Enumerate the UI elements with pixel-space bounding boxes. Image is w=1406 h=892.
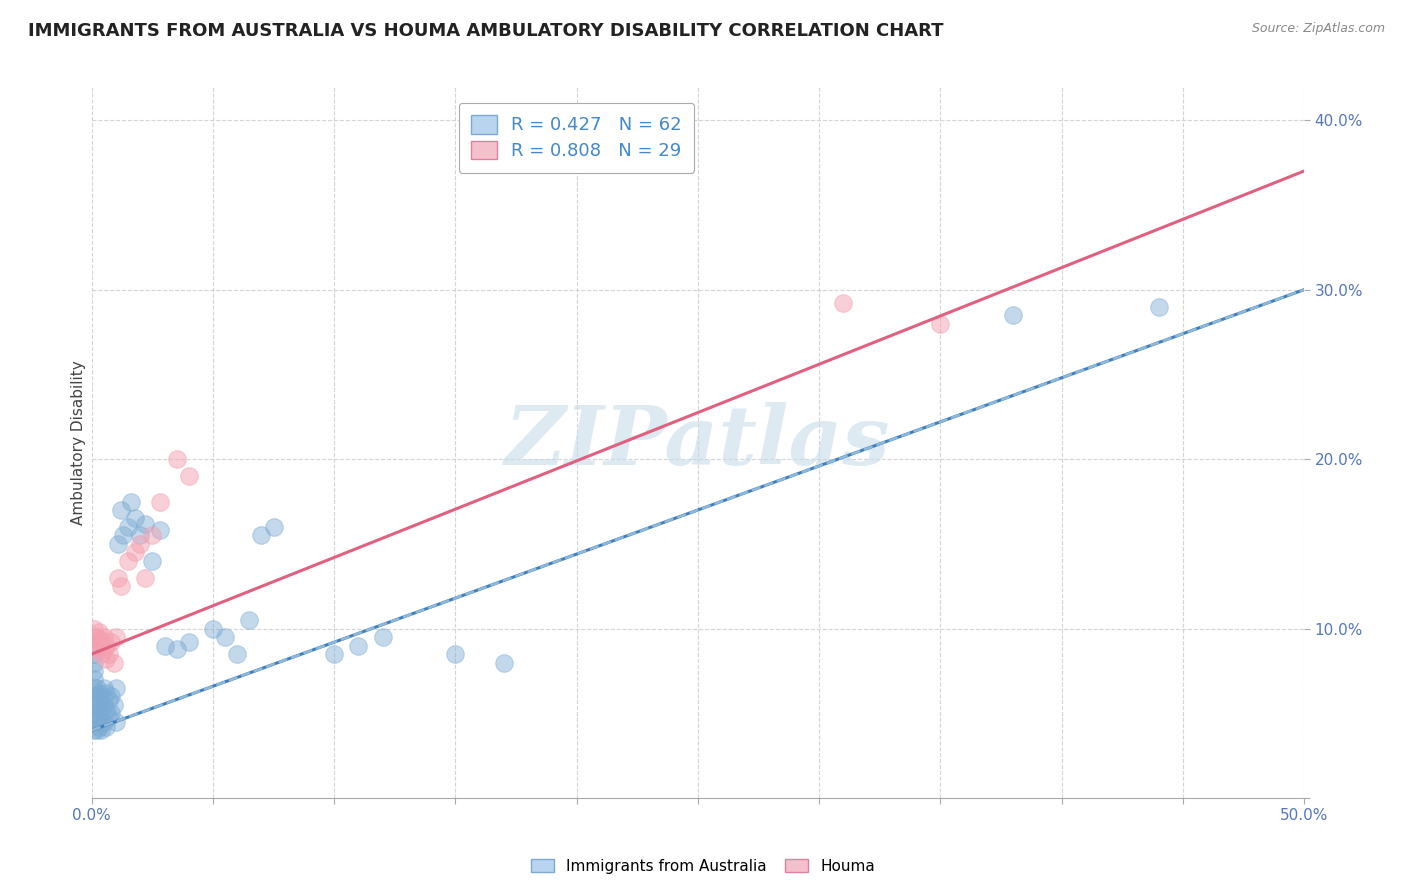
Point — [86, 690, 108, 704]
Point — [105, 681, 128, 695]
Point — [492, 656, 515, 670]
Point — [96, 686, 118, 700]
Point — [107, 537, 129, 551]
Point — [97, 647, 120, 661]
Point — [149, 494, 172, 508]
Point — [103, 698, 125, 712]
Point — [87, 698, 110, 712]
Point — [110, 579, 132, 593]
Point — [112, 528, 135, 542]
Point — [93, 714, 115, 729]
Point — [87, 625, 110, 640]
Point — [1147, 300, 1170, 314]
Point — [110, 503, 132, 517]
Point — [134, 571, 156, 585]
Point — [90, 633, 112, 648]
Point — [83, 723, 105, 738]
Point — [90, 706, 112, 721]
Point — [100, 635, 122, 649]
Point — [1002, 308, 1025, 322]
Point — [100, 690, 122, 704]
Point — [93, 630, 115, 644]
Point — [177, 469, 200, 483]
Point — [100, 706, 122, 721]
Point — [93, 642, 115, 657]
Point — [347, 639, 370, 653]
Point — [141, 528, 163, 542]
Point — [371, 630, 394, 644]
Point — [97, 693, 120, 707]
Point — [105, 630, 128, 644]
Point — [105, 714, 128, 729]
Point — [83, 706, 105, 721]
Point — [177, 635, 200, 649]
Point — [93, 681, 115, 695]
Text: IMMIGRANTS FROM AUSTRALIA VS HOUMA AMBULATORY DISABILITY CORRELATION CHART: IMMIGRANTS FROM AUSTRALIA VS HOUMA AMBUL… — [28, 22, 943, 40]
Point — [86, 681, 108, 695]
Point — [129, 528, 152, 542]
Y-axis label: Ambulatory Disability: Ambulatory Disability — [72, 359, 86, 524]
Text: ZIPatlas: ZIPatlas — [505, 402, 890, 483]
Point — [96, 720, 118, 734]
Point — [83, 664, 105, 678]
Point — [83, 656, 105, 670]
Point — [86, 714, 108, 729]
Point — [96, 652, 118, 666]
Point — [117, 520, 139, 534]
Point — [250, 528, 273, 542]
Point — [86, 698, 108, 712]
Point — [832, 296, 855, 310]
Point — [83, 673, 105, 687]
Point — [97, 710, 120, 724]
Point — [83, 698, 105, 712]
Legend: Immigrants from Australia, Houma: Immigrants from Australia, Houma — [524, 853, 882, 880]
Point — [202, 622, 225, 636]
Point — [83, 690, 105, 704]
Point — [86, 723, 108, 738]
Point — [96, 703, 118, 717]
Point — [87, 710, 110, 724]
Point — [929, 317, 952, 331]
Point — [129, 537, 152, 551]
Point — [124, 545, 146, 559]
Point — [86, 706, 108, 721]
Point — [83, 714, 105, 729]
Text: Source: ZipAtlas.com: Source: ZipAtlas.com — [1251, 22, 1385, 36]
Point — [141, 554, 163, 568]
Point — [153, 639, 176, 653]
Point — [323, 647, 346, 661]
Point — [166, 452, 188, 467]
Point — [87, 635, 110, 649]
Point — [214, 630, 236, 644]
Point — [90, 647, 112, 661]
Point — [166, 642, 188, 657]
Point — [117, 554, 139, 568]
Point — [86, 642, 108, 657]
Point — [263, 520, 285, 534]
Point — [83, 647, 105, 661]
Point — [93, 698, 115, 712]
Point — [83, 630, 105, 644]
Legend: R = 0.427   N = 62, R = 0.808   N = 29: R = 0.427 N = 62, R = 0.808 N = 29 — [458, 103, 695, 173]
Point — [96, 639, 118, 653]
Point — [103, 656, 125, 670]
Point — [87, 720, 110, 734]
Point — [86, 630, 108, 644]
Point — [90, 690, 112, 704]
Point — [87, 686, 110, 700]
Point — [124, 511, 146, 525]
Point — [83, 622, 105, 636]
Point — [149, 524, 172, 538]
Point — [134, 516, 156, 531]
Point — [238, 613, 260, 627]
Point — [444, 647, 467, 661]
Point — [107, 571, 129, 585]
Point — [83, 639, 105, 653]
Point — [120, 494, 142, 508]
Point — [83, 681, 105, 695]
Point — [226, 647, 249, 661]
Point — [90, 723, 112, 738]
